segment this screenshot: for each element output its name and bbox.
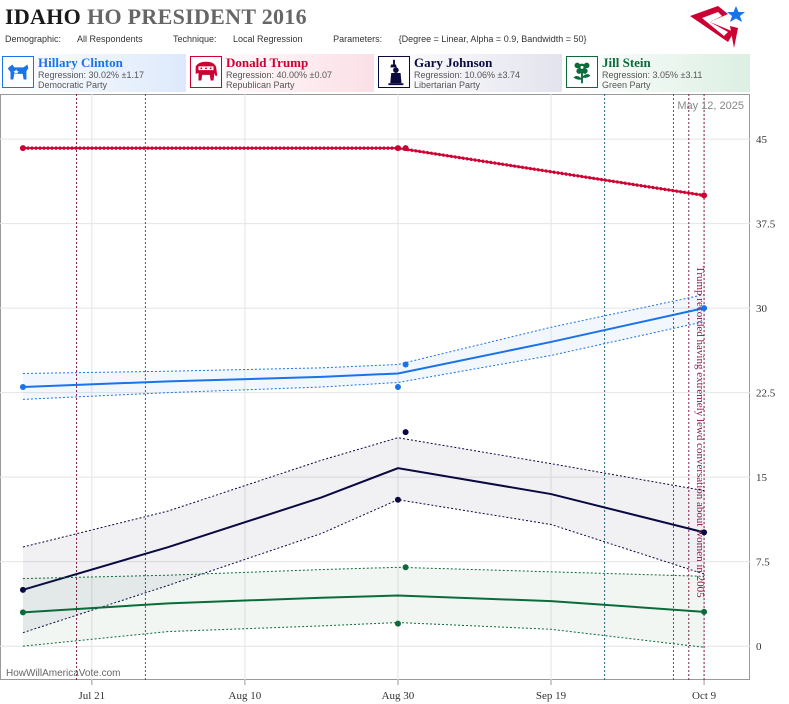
liberty-icon: [378, 56, 410, 88]
data-point: [394, 620, 401, 627]
candidate-name: Hillary Clinton: [38, 55, 123, 70]
series-line: [22, 594, 705, 614]
data-point: [701, 192, 708, 199]
date-stamp: May 12, 2025: [677, 100, 744, 112]
candidate-card-stein: Jill Stein Regression: 3.05% ±3.11 Green…: [564, 54, 750, 92]
event-annotation: Trump recorded having extremely lewd con…: [694, 266, 706, 598]
demographic-label: Demographic:: [5, 34, 62, 44]
y-tick-label: 15: [756, 472, 768, 484]
series-line: [22, 467, 705, 591]
chart-title: IDAHO HO PRESIDENT 2016: [5, 4, 307, 30]
candidate-party: Democratic Party: [38, 80, 108, 90]
donkey-icon: [2, 56, 34, 88]
elephant-icon: [190, 56, 222, 88]
candidate-name: Donald Trump: [226, 55, 309, 70]
candidate-regression: Regression: 30.02% ±1.17: [38, 70, 145, 80]
regression-chart: 0 7.5 15 22.5 30 37.5 45 Jul 21 Aug 10 Aug 30 Sep …: [0, 94, 776, 702]
band-upper-line: [22, 437, 705, 548]
band-lower-line: [22, 499, 705, 634]
candidate-card-trump: Donald Trump Regression: 40.00% ±0.07 Re…: [188, 54, 374, 92]
data-point: [701, 529, 708, 536]
data-point: [394, 384, 401, 390]
x-tick-label: Aug 10: [229, 690, 262, 702]
data-point: [402, 429, 409, 436]
parameters-label: Parameters:: [333, 34, 383, 44]
y-tick-label: 37.5: [756, 219, 776, 231]
data-point: [402, 564, 409, 571]
band-upper-line: [22, 146, 705, 195]
technique-value: Local Regression: [233, 34, 303, 44]
data-point: [701, 608, 708, 615]
data-point: [19, 145, 26, 152]
band-upper-line: [22, 294, 705, 374]
demographic-value: All Respondents: [77, 34, 143, 44]
site-logo-icon: [690, 6, 745, 48]
series-line: [22, 307, 705, 388]
candidate-card-clinton: Hillary Clinton Regression: 30.02% ±1.17…: [0, 54, 186, 92]
candidate-name: Gary Johnson: [414, 55, 493, 70]
x-tick-label: Oct 9: [692, 690, 717, 702]
candidate-legend: Hillary Clinton Regression: 30.02% ±1.17…: [0, 54, 789, 94]
data-point: [394, 145, 401, 152]
band-upper-line: [22, 566, 705, 580]
data-point: [394, 496, 401, 503]
technique-label: Technique:: [172, 34, 217, 44]
data-point: [19, 586, 26, 593]
race-title: HO PRESIDENT 2016: [87, 4, 307, 29]
candidate-regression: Regression: 40.00% ±0.07: [226, 70, 333, 80]
data-point: [701, 305, 708, 312]
candidate-party: Green Party: [602, 80, 651, 90]
candidate-card-johnson: Gary Johnson Regression: 10.06% ±3.74 Li…: [376, 54, 562, 92]
data-point: [19, 384, 26, 390]
state-name: IDAHO: [5, 4, 82, 29]
confidence-band: [22, 567, 705, 648]
y-tick-label: 22.5: [756, 388, 776, 400]
parameters-value: {Degree = Linear, Alpha = 0.9, Bandwidth…: [398, 34, 587, 44]
candidate-name: Jill Stein: [602, 55, 651, 70]
candidate-regression: Regression: 3.05% ±3.11: [602, 70, 703, 80]
data-point: [19, 609, 26, 616]
candidate-party: Libertarian Party: [414, 80, 481, 90]
band-lower-line: [22, 321, 705, 400]
candidate-regression: Regression: 10.06% ±3.74: [414, 70, 521, 80]
flower-icon: [566, 56, 598, 88]
data-point: [402, 361, 409, 368]
x-tick-label: Aug 30: [382, 690, 415, 702]
confidence-band: [22, 437, 705, 633]
x-tick-label: Sep 19: [536, 690, 567, 702]
chart-header: IDAHO HO PRESIDENT 2016 Demographic: All …: [0, 0, 750, 50]
y-tick-label: 45: [756, 134, 768, 146]
data-point: [402, 145, 409, 152]
y-tick-label: 30: [756, 303, 768, 315]
watermark: HowWillAmericaVote.com: [6, 668, 121, 679]
y-tick-label: 0: [756, 641, 762, 653]
parameters-line: Demographic: All Respondents Technique: …: [5, 34, 615, 44]
candidate-party: Republican Party: [226, 80, 295, 90]
confidence-band: [22, 294, 705, 400]
y-tick-label: 7.5: [756, 557, 770, 569]
band-lower-line: [22, 148, 705, 198]
band-lower-line: [22, 622, 705, 648]
plot-frame: [0, 94, 750, 680]
x-tick-label: Jul 21: [79, 690, 106, 702]
